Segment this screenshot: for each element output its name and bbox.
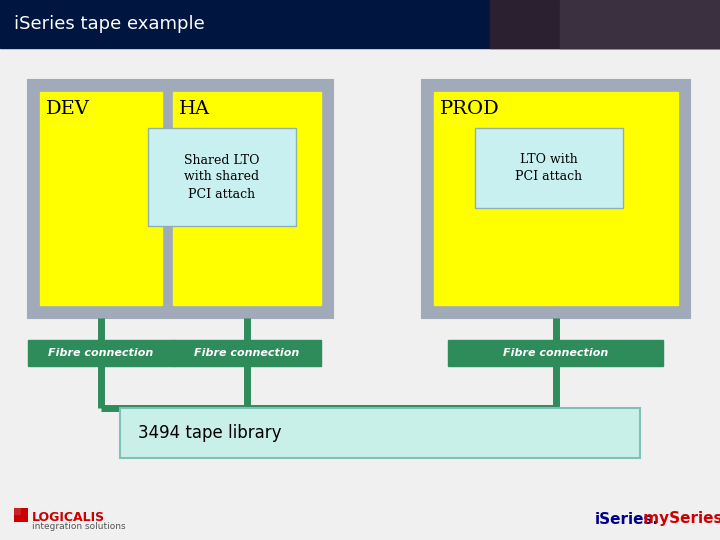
Bar (173, 340, 321, 366)
Bar (0, 0, 720, 48)
Text: mySeries.: mySeries. (638, 511, 720, 526)
Bar (14, 508, 21, 515)
Bar (28, 340, 174, 366)
Bar (148, 128, 296, 226)
Text: DEV: DEV (46, 100, 90, 118)
Bar (40, 92, 162, 305)
Text: LTO with
PCI attach: LTO with PCI attach (516, 153, 582, 183)
Bar (448, 340, 663, 366)
Bar (475, 128, 623, 208)
Text: PROD: PROD (440, 100, 500, 118)
Text: Shared LTO
with shared
PCI attach: Shared LTO with shared PCI attach (184, 153, 260, 200)
Text: iSeries tape example: iSeries tape example (14, 15, 204, 33)
Bar (28, 80, 333, 318)
Text: iSeries.: iSeries. (595, 511, 659, 526)
Bar (173, 92, 321, 305)
Bar (490, 0, 720, 48)
Text: 3494 tape library: 3494 tape library (138, 424, 282, 442)
Text: LOGICALIS: LOGICALIS (32, 511, 105, 524)
Text: HA: HA (179, 100, 210, 118)
Bar (14, 508, 28, 522)
Bar (120, 408, 640, 458)
Bar (422, 80, 690, 318)
Bar (434, 92, 678, 305)
Bar (560, 0, 720, 48)
Text: Fibre connection: Fibre connection (503, 348, 608, 358)
Text: integration solutions: integration solutions (32, 522, 125, 531)
Text: Fibre connection: Fibre connection (194, 348, 300, 358)
Text: Fibre connection: Fibre connection (48, 348, 153, 358)
